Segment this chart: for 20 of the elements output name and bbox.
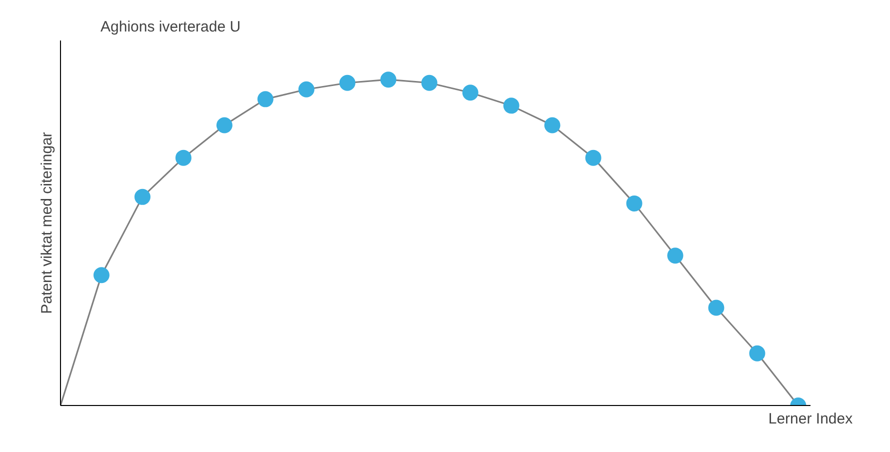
point — [462, 84, 478, 101]
point — [257, 91, 274, 108]
point — [339, 74, 356, 91]
point — [216, 117, 232, 134]
point — [421, 74, 438, 91]
point — [626, 195, 642, 212]
point — [298, 81, 314, 98]
point — [134, 188, 150, 205]
point — [708, 300, 724, 316]
point — [749, 345, 766, 362]
point — [585, 150, 602, 166]
point — [503, 98, 520, 114]
x-axis-title: Lerner Index — [768, 410, 854, 428]
point — [175, 150, 192, 166]
point — [93, 267, 110, 284]
y-axis-title: Patent viktat med citeringar — [38, 132, 56, 314]
point — [667, 248, 684, 264]
point — [544, 117, 560, 134]
point — [380, 72, 396, 88]
chart-title: Aghions iverterade U — [100, 18, 241, 36]
